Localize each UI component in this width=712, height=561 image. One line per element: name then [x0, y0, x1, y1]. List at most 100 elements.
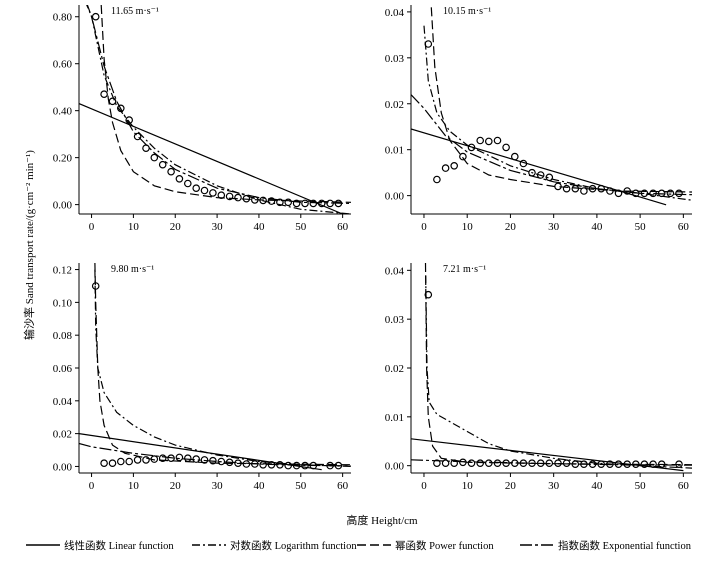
data-point [150, 455, 159, 463]
y-tick-label: 0.04 [53, 396, 73, 408]
y-tick-label: 0.01 [385, 412, 404, 424]
data-point [142, 456, 150, 464]
x-axis-label: 高度 Height/cm [346, 513, 418, 527]
data-point [334, 461, 343, 470]
data-point [493, 136, 502, 145]
data-point [251, 196, 259, 204]
y-tick-label: 0.12 [53, 265, 72, 277]
data-point [133, 456, 142, 464]
data-point [225, 192, 234, 201]
data-point [158, 160, 167, 169]
data-point [242, 194, 251, 203]
data-point [554, 182, 562, 191]
data-point [326, 199, 334, 208]
x-tick-label: 50 [295, 221, 307, 233]
x-tick-label: 40 [591, 221, 603, 233]
data-point [100, 90, 108, 99]
x-tick-label: 0 [89, 480, 95, 492]
data-point [242, 460, 251, 468]
data-point [640, 189, 649, 198]
data-point [100, 459, 108, 468]
x-tick-label: 30 [548, 480, 560, 492]
data-point [528, 168, 536, 177]
x-tick-label: 0 [89, 221, 95, 233]
power-fit-line [424, 263, 692, 466]
data-point [649, 460, 657, 469]
y-tick-label: 0.03 [385, 53, 405, 65]
data-point [142, 144, 150, 153]
data-point [502, 143, 510, 152]
data-point [326, 461, 334, 470]
data-point [606, 187, 614, 195]
data-point [597, 184, 606, 193]
data-point [284, 198, 293, 207]
y-tick-label: 0.60 [53, 59, 73, 71]
x-tick-label: 10 [462, 221, 474, 233]
data-point [200, 456, 209, 464]
data-point [476, 136, 485, 145]
data-point [184, 454, 192, 463]
y-tick-label: 0.08 [53, 330, 73, 342]
data-point [309, 461, 318, 470]
y-tick-label: 0.00 [385, 191, 405, 203]
data-point [209, 189, 217, 197]
data-point [519, 459, 528, 468]
data-point [117, 104, 125, 113]
data-point [614, 189, 623, 198]
wind-speed-annotation: 9.80 m·s⁻¹ [111, 264, 154, 275]
x-tick-label: 30 [212, 480, 224, 492]
data-point [657, 189, 666, 198]
data-point [545, 173, 554, 182]
wind-speed-annotation: 11.65 m·s⁻¹ [111, 6, 159, 17]
data-point [184, 179, 192, 188]
data-point [217, 457, 226, 466]
y-axis-label: 输沙率 Sand transport rate/(g·cm⁻² min⁻¹) [22, 150, 36, 340]
data-point [167, 167, 175, 176]
x-tick-label: 60 [678, 221, 690, 233]
x-tick-label: 20 [505, 480, 517, 492]
exponential-fit-line [411, 94, 692, 196]
x-tick-label: 10 [462, 480, 474, 492]
data-point [133, 132, 142, 141]
legend: 线性函数 Linear function 对数函数 Logarithm funct… [26, 539, 692, 552]
data-point [502, 459, 510, 468]
exponential-fit-line [86, 5, 351, 204]
data-point [484, 459, 493, 468]
legend-label: 线性函数 Linear function [64, 539, 174, 552]
y-tick-label: 0.00 [385, 461, 405, 473]
data-point [467, 143, 476, 152]
y-tick-label: 0.00 [53, 461, 73, 473]
y-tick-label: 0.20 [53, 153, 73, 165]
data-point [510, 459, 519, 468]
data-point [117, 457, 125, 466]
legend-label: 指数函数 Exponential function [558, 539, 692, 552]
data-point [484, 137, 493, 146]
logarithm-fit-line [423, 25, 692, 201]
y-tick-label: 0.40 [53, 106, 73, 118]
x-tick-label: 30 [212, 221, 224, 233]
data-point [91, 282, 100, 290]
data-point [251, 460, 259, 468]
wind-speed-annotation: 7.21 m·s⁻¹ [443, 264, 486, 275]
logarithm-fit-line [425, 275, 692, 469]
x-tick-label: 40 [591, 480, 603, 492]
data-point [519, 159, 528, 168]
data-point [631, 189, 640, 198]
data-point [476, 459, 485, 468]
linear-fit-line [79, 103, 343, 214]
chart-panel-3: 0 10 20 30 40 50 60 0.00 0.02 0.04 0.06 0.08 0.10 0.1… [53, 263, 351, 492]
chart-panel-2: 0 10 20 30 40 50 60 0.00 0.01 0.02 0.03 0.04 10.15 m… [385, 5, 692, 233]
data-point [528, 459, 536, 468]
x-tick-label: 50 [635, 221, 647, 233]
data-point [301, 461, 309, 470]
y-tick-label: 0.00 [53, 200, 73, 212]
data-point [175, 453, 184, 462]
data-point [301, 199, 309, 208]
y-tick-label: 0.04 [385, 7, 405, 19]
data-point [259, 460, 267, 469]
y-tick-label: 0.02 [53, 429, 72, 441]
data-point [571, 184, 580, 193]
data-point [158, 454, 167, 463]
y-tick-label: 0.06 [53, 363, 73, 375]
